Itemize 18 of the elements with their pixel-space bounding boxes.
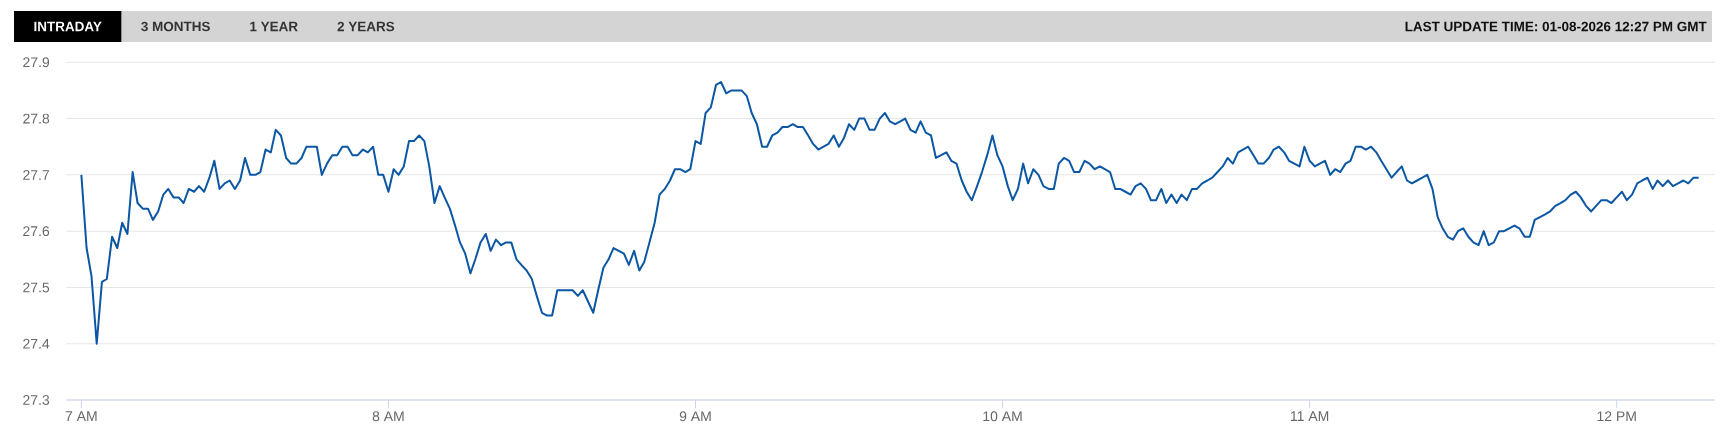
x-tick-label: 10 AM	[983, 411, 1022, 422]
chart-subtitle: LAST UPDATE TIME: 01-08-2026 12:27 PM GMT	[1405, 21, 1707, 32]
text: 2 YEARS	[337, 21, 395, 32]
x-tick-label: 11 AM	[1290, 411, 1329, 421]
y-tick-label: 27.5	[23, 282, 50, 293]
y-tick-label: 27.8	[23, 113, 50, 124]
y-tick-label: 27.9	[23, 57, 50, 68]
y-tick-label: 27.6	[23, 226, 50, 237]
text: 1 YEAR	[250, 21, 298, 32]
x-tick-label: 12 PM	[1597, 411, 1636, 422]
x-tick-label: 7 AM	[65, 411, 97, 421]
text: 3 MONTHS	[141, 21, 210, 32]
y-tick-label: 27.3	[23, 395, 50, 405]
x-tick-label: 9 AM	[679, 411, 711, 422]
chart-title: INTRADAY	[34, 21, 102, 32]
x-tick-label: 8 AM	[372, 411, 404, 422]
y-tick-label: 27.4	[23, 338, 50, 349]
y-tick-label: 27.7	[23, 169, 50, 180]
